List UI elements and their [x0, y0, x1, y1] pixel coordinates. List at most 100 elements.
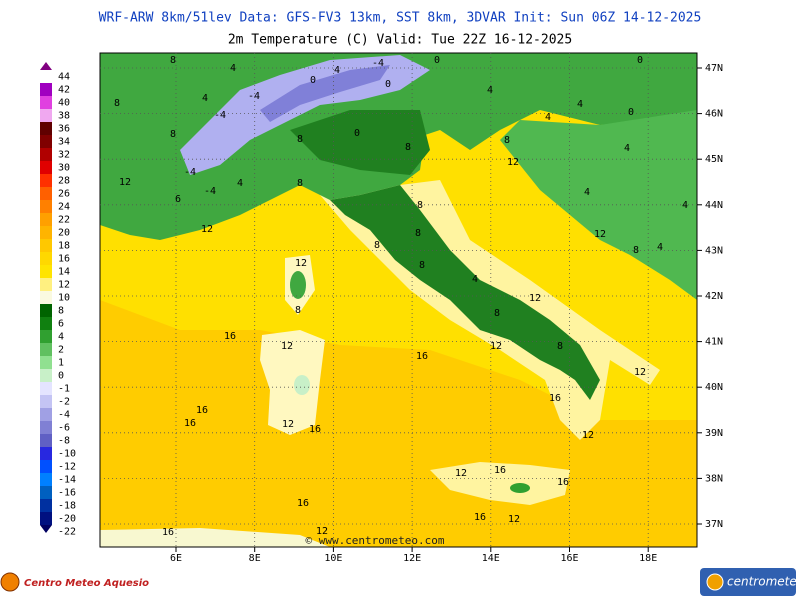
legend-arrow — [40, 62, 52, 70]
legend-label: -2 — [58, 397, 70, 408]
legend-label: 44 — [58, 72, 70, 83]
contour-label: 12 — [507, 157, 519, 168]
legend-swatch — [40, 304, 52, 317]
x-tick-label: 6E — [170, 553, 182, 564]
legend-label: 34 — [58, 137, 70, 148]
legend-swatch — [40, 356, 52, 369]
legend-label: -6 — [58, 423, 70, 434]
contour-label: 8 — [297, 134, 303, 145]
contour-label: 8 — [494, 308, 500, 319]
contour-label: 16 — [162, 527, 174, 538]
legend-swatch — [40, 109, 52, 122]
legend-label: 32 — [58, 150, 70, 161]
africa — [100, 528, 330, 547]
y-tick-label: 42N — [705, 291, 723, 302]
legend-swatch — [40, 382, 52, 395]
legend-swatch — [40, 486, 52, 499]
contour-label: 4 — [584, 187, 590, 198]
contour-label: 4 — [577, 99, 583, 110]
legend-label: 16 — [58, 254, 70, 265]
contour-label: 8 — [557, 341, 563, 352]
legend-label: -16 — [58, 488, 76, 499]
contour-label: -4 — [214, 110, 226, 121]
header-subtitle: 2m Temperature (C) Valid: Tue 22Z 16-12-… — [228, 33, 572, 48]
legend-swatch — [40, 512, 52, 525]
legend-swatch — [40, 434, 52, 447]
legend-swatch — [40, 148, 52, 161]
legend-swatch — [40, 330, 52, 343]
watermark: © www.centrometeo.com — [305, 534, 444, 547]
legend-label: -22 — [58, 527, 76, 538]
contour-label: 0 — [354, 128, 360, 139]
sardinia-green — [294, 375, 310, 395]
legend-label: 0 — [58, 371, 64, 382]
legend-label: 10 — [58, 293, 70, 304]
contour-label: 8 — [295, 305, 301, 316]
y-tick-label: 46N — [705, 109, 723, 120]
legend-swatch — [40, 83, 52, 96]
legend-swatch — [40, 174, 52, 187]
contour-label: 4 — [624, 143, 630, 154]
legend-swatch — [40, 369, 52, 382]
corsica-green — [290, 271, 306, 299]
x-tick-label: 18E — [639, 553, 657, 564]
contour-label: 6 — [175, 194, 181, 205]
legend-swatch — [40, 252, 52, 265]
legend-label: 22 — [58, 215, 70, 226]
legend-swatch — [40, 187, 52, 200]
legend-swatch — [40, 408, 52, 421]
legend-label: 1 — [58, 358, 64, 369]
sardinia — [260, 330, 325, 435]
contour-label: 8 — [374, 240, 380, 251]
sicily-green — [510, 483, 530, 493]
legend-swatch — [40, 395, 52, 408]
contour-label: 4 — [472, 274, 478, 285]
y-tick-label: 41N — [705, 337, 723, 348]
y-tick-label: 38N — [705, 473, 723, 484]
y-tick-label: 39N — [705, 428, 723, 439]
contour-label: -4 — [184, 167, 196, 178]
contour-label: 16 — [309, 424, 321, 435]
legend-swatch — [40, 473, 52, 486]
legend-label: 36 — [58, 124, 70, 135]
contour-label: 0 — [434, 55, 440, 66]
header-title: WRF-ARW 8km/51lev Data: GFS-FV3 13km, SS… — [99, 11, 702, 26]
contour-label: 8 — [417, 200, 423, 211]
contour-label: 8 — [170, 55, 176, 66]
legend-label: -18 — [58, 501, 76, 512]
legend-swatch — [40, 278, 52, 291]
contour-label: 12 — [119, 177, 131, 188]
legend-label: -10 — [58, 449, 76, 460]
contour-label: 4 — [202, 93, 208, 104]
footer-right: centrometeo — [727, 575, 800, 589]
contour-label: 4 — [657, 242, 663, 253]
alps — [180, 55, 430, 175]
apennines — [330, 185, 600, 400]
legend-swatch — [40, 96, 52, 109]
contour-label: 8 — [419, 260, 425, 271]
legend-swatch — [40, 499, 52, 512]
contour-label: 4 — [545, 112, 551, 123]
alps-cold — [260, 65, 390, 122]
legend-swatch — [40, 317, 52, 330]
y-tick-label: 40N — [705, 382, 723, 393]
legend-label: 24 — [58, 202, 70, 213]
contour-label: 16 — [549, 393, 561, 404]
contour-label: 8 — [633, 245, 639, 256]
footer-right-logo: centrometeo — [700, 568, 800, 596]
legend-swatch — [40, 239, 52, 252]
logo-icon — [706, 573, 724, 591]
y-tick-label: 37N — [705, 519, 723, 530]
contour-label: 16 — [184, 418, 196, 429]
contour-label: 16 — [474, 512, 486, 523]
contour-label: 0 — [637, 55, 643, 66]
legend-label: 8 — [58, 306, 64, 317]
legend-label: 4 — [58, 332, 64, 343]
legend-swatch — [40, 447, 52, 460]
contour-label: 4 — [334, 65, 340, 76]
legend-label: 42 — [58, 85, 70, 96]
legend-swatch — [40, 421, 52, 434]
contour-label: 4 — [230, 63, 236, 74]
contour-label: 12 — [295, 258, 307, 269]
legend-label: -8 — [58, 436, 70, 447]
